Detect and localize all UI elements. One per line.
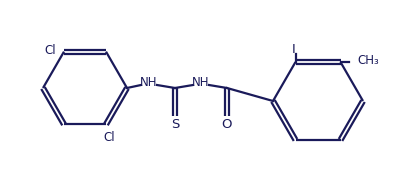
Text: Cl: Cl: [103, 131, 115, 144]
Text: O: O: [222, 119, 232, 132]
Text: S: S: [171, 119, 179, 132]
Text: Cl: Cl: [44, 44, 56, 57]
Text: NH: NH: [140, 75, 158, 89]
Text: NH: NH: [192, 75, 210, 89]
Text: I: I: [292, 43, 295, 55]
Text: CH₃: CH₃: [357, 54, 379, 66]
